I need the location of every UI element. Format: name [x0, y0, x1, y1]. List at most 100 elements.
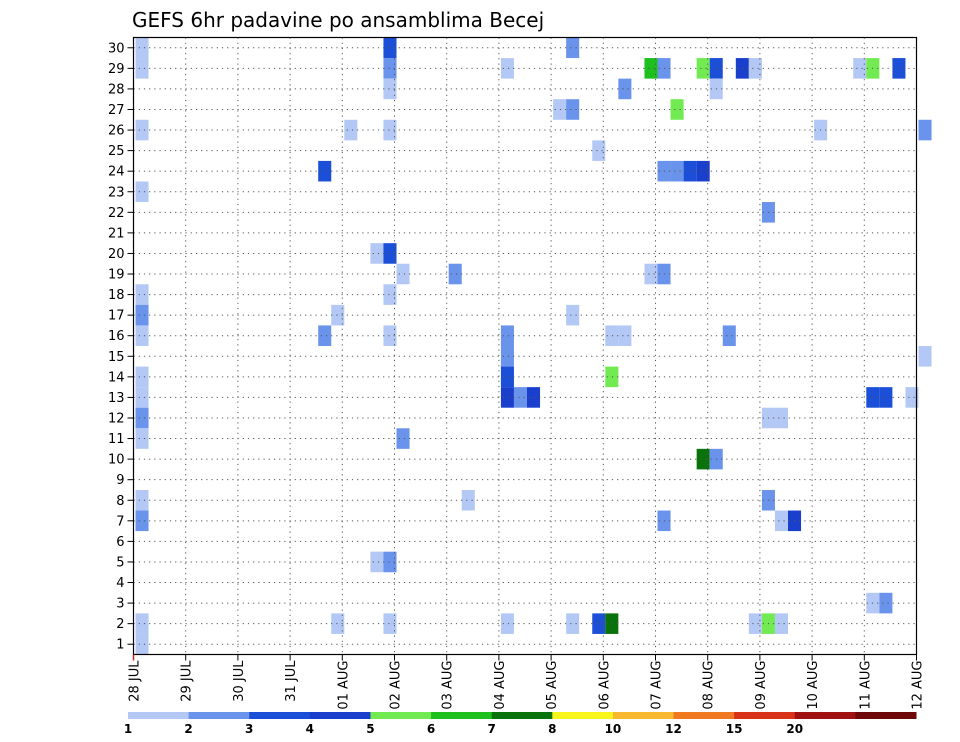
- legend-label-8: 8: [548, 722, 556, 736]
- cell-79: [774, 510, 788, 532]
- ytick-label-27: 27: [108, 103, 125, 118]
- xtick-label-0: 28 JUL: [128, 660, 143, 702]
- cell-65: [696, 160, 710, 182]
- cell-83: [853, 58, 867, 79]
- xtick-label-11: 08 AUG: [702, 661, 717, 710]
- cell-78: [774, 407, 788, 429]
- legend-swatch-12: [855, 712, 917, 719]
- cell-2: [135, 119, 149, 141]
- legend-label-2: 2: [184, 722, 192, 736]
- xtick-label-4: 01 AUG: [336, 661, 351, 710]
- ytick-label-22: 22: [108, 206, 125, 221]
- cell-3: [135, 181, 149, 203]
- ytick-label-21: 21: [108, 226, 125, 241]
- legend-label-5: 5: [366, 722, 374, 736]
- cell-18: [331, 613, 345, 634]
- cell-6: [135, 325, 149, 346]
- ytick-label-17: 17: [108, 309, 125, 324]
- cell-23: [383, 58, 397, 79]
- cell-12: [135, 510, 149, 532]
- legend-label-15: 15: [726, 722, 743, 736]
- cell-34: [461, 489, 475, 511]
- cell-54: [618, 325, 632, 346]
- cell-43: [553, 99, 567, 120]
- legend-swatch-2: [249, 712, 311, 719]
- cell-53: [618, 78, 632, 100]
- cell-91: [918, 119, 932, 141]
- cell-61: [670, 99, 684, 120]
- legend-swatch-5: [431, 712, 493, 719]
- xtick-label-3: 31 JUL: [284, 660, 299, 702]
- cell-17: [331, 304, 345, 326]
- cell-55: [644, 58, 658, 79]
- cell-70: [722, 325, 736, 346]
- xtick-label-8: 05 AUG: [545, 661, 560, 710]
- cell-16: [318, 325, 332, 346]
- legend-swatch-9: [673, 712, 735, 719]
- cell-37: [500, 346, 514, 367]
- legend-label-1: 1: [124, 722, 132, 736]
- cell-32: [396, 428, 410, 449]
- ytick-label-12: 12: [108, 411, 125, 426]
- cell-31: [396, 263, 410, 285]
- cell-88: [879, 592, 893, 614]
- cell-90: [905, 387, 919, 408]
- cell-46: [566, 304, 580, 326]
- cell-4: [135, 284, 149, 305]
- ytick-label-20: 20: [108, 247, 125, 262]
- cell-21: [370, 551, 384, 573]
- xtick-label-12: 09 AUG: [754, 661, 769, 710]
- cell-0: [135, 37, 149, 59]
- ytick-label-28: 28: [108, 82, 125, 97]
- cell-15: [318, 160, 332, 182]
- cell-35: [500, 58, 514, 79]
- cell-20: [370, 243, 384, 264]
- cell-1: [135, 58, 149, 79]
- cell-24: [383, 78, 397, 100]
- cell-7: [135, 366, 149, 388]
- data-cells: [135, 37, 932, 655]
- ytick-label-6: 6: [116, 535, 124, 550]
- ytick-label-19: 19: [108, 268, 125, 283]
- ytick-label-29: 29: [108, 62, 125, 77]
- ytick-label-1: 1: [116, 638, 124, 653]
- cell-42: [527, 387, 541, 408]
- ytick-label-4: 4: [116, 576, 124, 591]
- cell-92: [918, 346, 932, 367]
- cell-27: [383, 284, 397, 305]
- cell-66: [696, 448, 710, 470]
- legend-swatch-7: [552, 712, 614, 719]
- cell-50: [605, 325, 619, 346]
- cell-48: [592, 140, 606, 161]
- ytick-label-7: 7: [116, 514, 124, 529]
- ytick-label-23: 23: [108, 185, 125, 200]
- cell-14: [135, 633, 149, 655]
- xtick-label-1: 29 JUL: [180, 660, 195, 702]
- cell-5: [135, 304, 149, 326]
- grid-lines: [133, 37, 917, 655]
- ytick-label-25: 25: [108, 144, 125, 159]
- ytick-label-30: 30: [108, 41, 125, 56]
- cell-62: [670, 160, 684, 182]
- legend-swatch-0: [128, 712, 190, 719]
- plot-frame: [132, 36, 918, 656]
- cell-30: [383, 613, 397, 634]
- legend-swatch-3: [309, 712, 371, 719]
- legend-label-4: 4: [306, 722, 314, 736]
- ytick-label-15: 15: [108, 350, 125, 365]
- legend-label-10: 10: [605, 722, 622, 736]
- cell-52: [605, 613, 619, 634]
- legend-swatch-10: [734, 712, 796, 719]
- legend-swatch-1: [188, 712, 250, 719]
- cell-47: [566, 613, 580, 634]
- legend-swatch-11: [794, 712, 856, 719]
- cell-29: [383, 551, 397, 573]
- cell-87: [879, 387, 893, 408]
- cell-45: [566, 99, 580, 120]
- xtick-label-10: 07 AUG: [650, 661, 665, 710]
- cell-51: [605, 366, 619, 388]
- xtick-label-14: 11 AUG: [858, 661, 873, 710]
- cell-72: [748, 58, 762, 79]
- x-axis: 28 JUL 29 JUL 30 JUL 31 JUL 01 AUG 02 AUG 03 A…: [128, 654, 926, 710]
